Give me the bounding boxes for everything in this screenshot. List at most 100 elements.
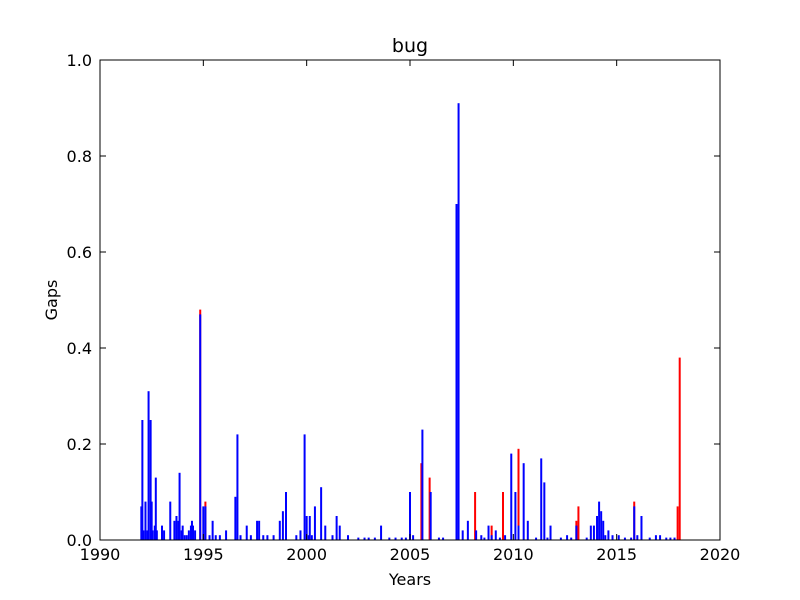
- x-tick-label: 1995: [183, 545, 224, 564]
- bar: [420, 463, 423, 540]
- bars-red-series: [199, 309, 681, 540]
- bars-blue-series: [140, 103, 676, 540]
- bar: [429, 492, 432, 540]
- bar: [150, 501, 153, 540]
- bar: [394, 537, 397, 540]
- bar: [338, 525, 341, 540]
- bar: [211, 520, 214, 540]
- bar: [262, 535, 265, 540]
- bar: [457, 103, 460, 540]
- bar: [487, 525, 490, 540]
- x-axis: 1990 1995 2000 2005 2010 2015 2020: [80, 60, 741, 564]
- bar: [388, 537, 391, 540]
- bar: [320, 487, 323, 540]
- bar: [155, 530, 158, 540]
- bar: [475, 530, 478, 540]
- bar: [421, 429, 424, 540]
- bar: [146, 530, 149, 540]
- bar: [517, 448, 520, 540]
- bar: [187, 530, 190, 540]
- bar: [163, 530, 166, 540]
- y-tick-label: 0.0: [67, 531, 92, 550]
- bar: [504, 535, 507, 540]
- bar: [185, 535, 188, 540]
- x-tick-label: 2020: [700, 545, 741, 564]
- bar: [490, 535, 493, 540]
- bar: [249, 535, 252, 540]
- bar: [483, 537, 486, 540]
- bar: [437, 537, 440, 540]
- bar: [307, 535, 310, 540]
- bar: [669, 537, 672, 540]
- bar: [331, 535, 334, 540]
- bar: [409, 492, 411, 540]
- bar: [236, 434, 239, 540]
- bar: [474, 492, 477, 540]
- bar: [514, 492, 517, 540]
- bar: [177, 520, 180, 540]
- x-tick-label: 1990: [80, 545, 121, 564]
- y-tick-label: 1.0: [67, 51, 92, 70]
- bar: [173, 520, 176, 540]
- bar: [281, 511, 284, 540]
- bar: [149, 420, 152, 540]
- bar: [585, 537, 588, 540]
- bar: [611, 535, 614, 540]
- bar: [178, 472, 181, 540]
- bar: [181, 525, 184, 540]
- bar: [202, 506, 205, 540]
- bar: [577, 506, 580, 540]
- bar: [676, 506, 679, 540]
- bar: [234, 496, 237, 540]
- bar: [310, 535, 313, 540]
- bar: [636, 535, 639, 540]
- y-tick-label: 0.2: [67, 435, 92, 454]
- bar: [466, 520, 469, 540]
- plot-frame: [99, 59, 721, 541]
- bar: [199, 314, 202, 540]
- y-axis: 0.0 0.2 0.4 0.6 0.8 1.0: [67, 51, 720, 550]
- bar: [630, 537, 633, 540]
- bar: [540, 458, 543, 540]
- bar: [175, 516, 178, 540]
- bar: [598, 501, 601, 540]
- bar: [428, 477, 431, 540]
- bar: [480, 535, 483, 540]
- bar: [204, 506, 207, 540]
- bar: [461, 530, 464, 540]
- x-axis-label: Years: [388, 570, 431, 589]
- bar: [494, 530, 497, 540]
- x-tick-label: 2015: [596, 545, 637, 564]
- bar: [517, 525, 520, 540]
- chart-title: bug: [392, 35, 428, 57]
- bar: [604, 535, 607, 540]
- bar: [308, 516, 311, 540]
- bar: [190, 520, 193, 540]
- bar: [285, 492, 287, 540]
- bar: [303, 434, 306, 540]
- bar: [380, 525, 383, 540]
- bar: [592, 525, 595, 540]
- bar: [192, 525, 194, 540]
- bar: [256, 520, 259, 540]
- bar: [258, 520, 261, 540]
- bar: [367, 537, 370, 540]
- bar: [147, 391, 150, 540]
- bar: [183, 535, 186, 540]
- bar: [498, 537, 501, 540]
- bar: [648, 537, 651, 540]
- bar: [566, 535, 569, 540]
- bar: [153, 525, 156, 540]
- bar: [272, 535, 275, 540]
- bar: [640, 516, 643, 540]
- bar: [404, 537, 407, 540]
- bar: [169, 501, 172, 540]
- bar: [335, 516, 338, 540]
- bar: [678, 357, 681, 540]
- bar: [502, 492, 504, 540]
- bar: [299, 530, 302, 540]
- bar: [559, 537, 562, 540]
- bar: [154, 477, 157, 540]
- bar: [490, 525, 493, 540]
